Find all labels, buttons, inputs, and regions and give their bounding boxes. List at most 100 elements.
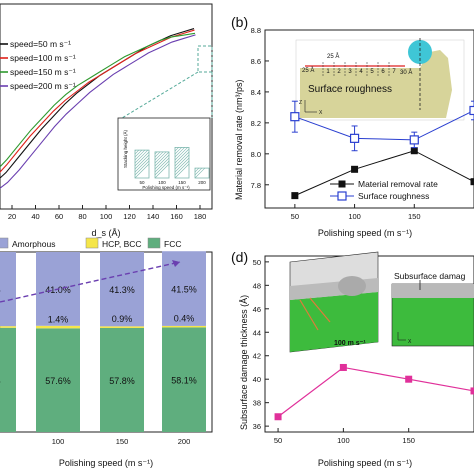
trend-arrow-head: [172, 260, 180, 267]
inset-xtick-label: 50: [139, 180, 145, 185]
panel-d-ytick-label: 44: [253, 328, 261, 337]
inset-bar-hatch: [154, 157, 170, 173]
inset-bar-hatch: [174, 147, 188, 161]
panel-b-ticks: 7.8 8.0 8.2 8.4 8.6 8.8 50 100 150: [251, 26, 421, 221]
panel-a-series: [0, 28, 196, 189]
bar-hcp-label: 0.4%: [174, 313, 195, 323]
roughness-point: [469, 105, 474, 116]
panel-b-series: [290, 100, 474, 200]
panel-b-xtick-label: 50: [291, 212, 299, 221]
inset-bar-hatch: [154, 151, 158, 155]
panel-c-xtick-label: 150: [116, 437, 129, 446]
panel-a-inset-chart: Stacking height (Å) Polishing speed (m s…: [117, 117, 211, 191]
inset-bar-hatch: [174, 151, 190, 167]
panel-c-xtick-label: 100: [52, 437, 65, 446]
inset-xlabel: Polishing speed (m s⁻¹): [142, 185, 190, 190]
mrr-point: [351, 165, 359, 173]
abrasive-particle: [408, 40, 432, 64]
inset-bar-hatch: [174, 147, 185, 158]
panel-a-series-line: [0, 32, 196, 168]
inset-bar-hatch: [194, 167, 203, 176]
inset-bar-hatch: [174, 163, 190, 179]
panel-d-xlabel: Polishing speed (m s⁻¹): [318, 458, 412, 468]
panel-c-legend: Amorphous HCP, BCC FCC: [0, 237, 181, 249]
damage-layer-right: [392, 284, 474, 298]
damage-line: [277, 366, 474, 418]
zoom-box: [197, 45, 213, 73]
legend-roughness-label: Surface roughness: [358, 191, 429, 201]
panel-d-ytick-label: 48: [253, 281, 261, 290]
panel-b-ytick-label: 8.0: [251, 150, 261, 159]
stacking-fault-1: [299, 299, 319, 331]
panel-d-ytick-label: 36: [253, 422, 261, 431]
callout-label: Subsurface damag: [394, 271, 466, 281]
panel-a-legend-label: speed=100 m s⁻¹: [10, 53, 76, 63]
panel-c-legend-swatch: [85, 237, 99, 249]
bar-amorphous-label: 41.5%: [171, 285, 197, 295]
inset-bar-hatch: [134, 149, 146, 161]
inset-bar-hatch: [154, 163, 170, 179]
panel-a-xtick-label: 160: [170, 212, 183, 221]
roughness-cells: 1 2 3 4 5 6 7: [322, 62, 396, 76]
panel-d-label: (d): [231, 249, 248, 265]
inset-bar-hatch: [134, 149, 149, 164]
bar-fcc: [162, 327, 206, 432]
legend-mrr-label: Material removal rate: [358, 179, 438, 189]
panel-c-bars: 1%%2%5057.6%1.4%41.0%10057.8%0.9%41.3%15…: [0, 251, 206, 446]
panel-b-xtick-label: 150: [408, 212, 421, 221]
inset-bar-hatch: [134, 154, 150, 170]
trend-arrow: [0, 261, 181, 303]
bar-hcp-bcc: [162, 325, 206, 328]
panel-c-legend-swatch: [0, 237, 9, 249]
bar-amorphous-label: 41.0%: [45, 285, 71, 295]
panel-a-series-line: [0, 29, 195, 173]
inset-bar-hatch: [134, 149, 143, 158]
panel-a-legend: speed=50 m s⁻¹ speed=100 m s⁻¹ speed=150 m…: [0, 39, 76, 91]
damage-point: [274, 413, 282, 421]
bar-fcc: [36, 328, 80, 432]
inset-bar-hatch: [154, 151, 161, 158]
workpiece-shape: [300, 50, 452, 118]
inset-bar-hatch: [134, 163, 150, 179]
panel-a-xtick-label: 20: [8, 212, 16, 221]
panel-b-ytick-label: 8.2: [251, 119, 261, 128]
panel-c-legend-label: FCC: [164, 239, 181, 249]
panel-d-ytick-label: 40: [253, 375, 261, 384]
panel-d-ytick-label: 46: [253, 305, 261, 314]
panel-b: (b) Material removal rate (nm³/ps) Polis…: [231, 14, 474, 238]
inset-xtick-label: 150: [178, 180, 186, 185]
roughness-cell-label: 2: [337, 69, 341, 75]
damage-point: [339, 363, 347, 371]
inset-bar-hatch: [174, 148, 190, 164]
panel-a-xticks: 20 40 60 80 100 120 140 160 180: [8, 205, 206, 221]
bar-hcp-bcc: [0, 326, 16, 328]
panel-a-xtick-label: 180: [194, 212, 207, 221]
bar-fcc-label: 1%: [0, 376, 1, 386]
bar-fcc-label: 57.6%: [45, 376, 71, 386]
inset-top-label: 25 Å: [327, 53, 339, 60]
inset-ylabel: Stacking height (Å): [122, 129, 128, 168]
bar-amorphous: [100, 252, 144, 327]
panel-b-ytick-label: 8.6: [251, 57, 261, 66]
inset-bar-hatch: [134, 160, 150, 176]
inset-xtick-label: 100: [158, 180, 166, 185]
panel-b-xlabel: Polishing speed (m s⁻¹): [318, 228, 412, 238]
inset-bar-hatch: [154, 151, 164, 161]
panel-a-xtick-label: 80: [78, 212, 86, 221]
inset-xtick-label: 200: [198, 180, 206, 185]
panel-b-label: (b): [231, 14, 248, 30]
inset-title: Surface roughness: [308, 84, 392, 95]
panel-d-ylabel: Subsurface damage thickness (Å): [239, 295, 249, 430]
inset-right-label: 30 Å: [400, 69, 412, 76]
inset-bar-hatch: [134, 151, 150, 167]
bar-amorphous-label: 2%: [0, 285, 1, 295]
panel-a: 20 40 60 80 100 120 140 160 180 d_s (Å) speed=50…: [0, 3, 213, 238]
mrr-line: [294, 150, 474, 197]
panel-b-ytick-label: 8.4: [251, 88, 261, 97]
roughness-point: [349, 133, 360, 143]
bar-fcc: [0, 327, 16, 432]
legend-mrr-marker: [338, 180, 346, 188]
inset-bar-hatch: [154, 160, 170, 176]
panel-c-legend-label: Amorphous: [12, 239, 55, 249]
